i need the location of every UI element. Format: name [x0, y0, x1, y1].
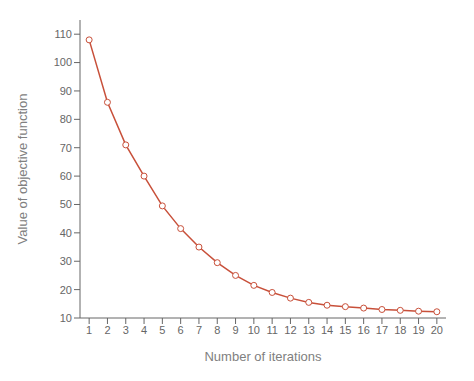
- svg-text:50: 50: [60, 198, 72, 210]
- svg-text:Value of objective function: Value of objective function: [15, 94, 30, 245]
- svg-text:70: 70: [60, 142, 72, 154]
- svg-text:7: 7: [196, 324, 202, 336]
- svg-text:3: 3: [123, 324, 129, 336]
- svg-text:2: 2: [104, 324, 110, 336]
- svg-text:10: 10: [60, 312, 72, 324]
- svg-text:4: 4: [141, 324, 147, 336]
- svg-text:19: 19: [412, 324, 424, 336]
- svg-text:100: 100: [54, 56, 72, 68]
- svg-text:6: 6: [178, 324, 184, 336]
- svg-text:12: 12: [284, 324, 296, 336]
- svg-text:20: 20: [431, 324, 443, 336]
- svg-text:14: 14: [321, 324, 333, 336]
- svg-text:80: 80: [60, 113, 72, 125]
- svg-text:16: 16: [358, 324, 370, 336]
- svg-text:15: 15: [339, 324, 351, 336]
- svg-text:17: 17: [376, 324, 388, 336]
- svg-text:18: 18: [394, 324, 406, 336]
- svg-text:10: 10: [248, 324, 260, 336]
- svg-text:60: 60: [60, 170, 72, 182]
- svg-text:110: 110: [54, 28, 72, 40]
- svg-text:90: 90: [60, 85, 72, 97]
- svg-text:1: 1: [86, 324, 92, 336]
- svg-text:20: 20: [60, 284, 72, 296]
- svg-text:40: 40: [60, 227, 72, 239]
- svg-text:Number of iterations: Number of iterations: [204, 349, 322, 364]
- svg-text:11: 11: [266, 324, 277, 336]
- svg-text:13: 13: [303, 324, 315, 336]
- svg-text:9: 9: [232, 324, 238, 336]
- svg-text:5: 5: [159, 324, 165, 336]
- svg-text:8: 8: [214, 324, 220, 336]
- svg-text:30: 30: [60, 255, 72, 267]
